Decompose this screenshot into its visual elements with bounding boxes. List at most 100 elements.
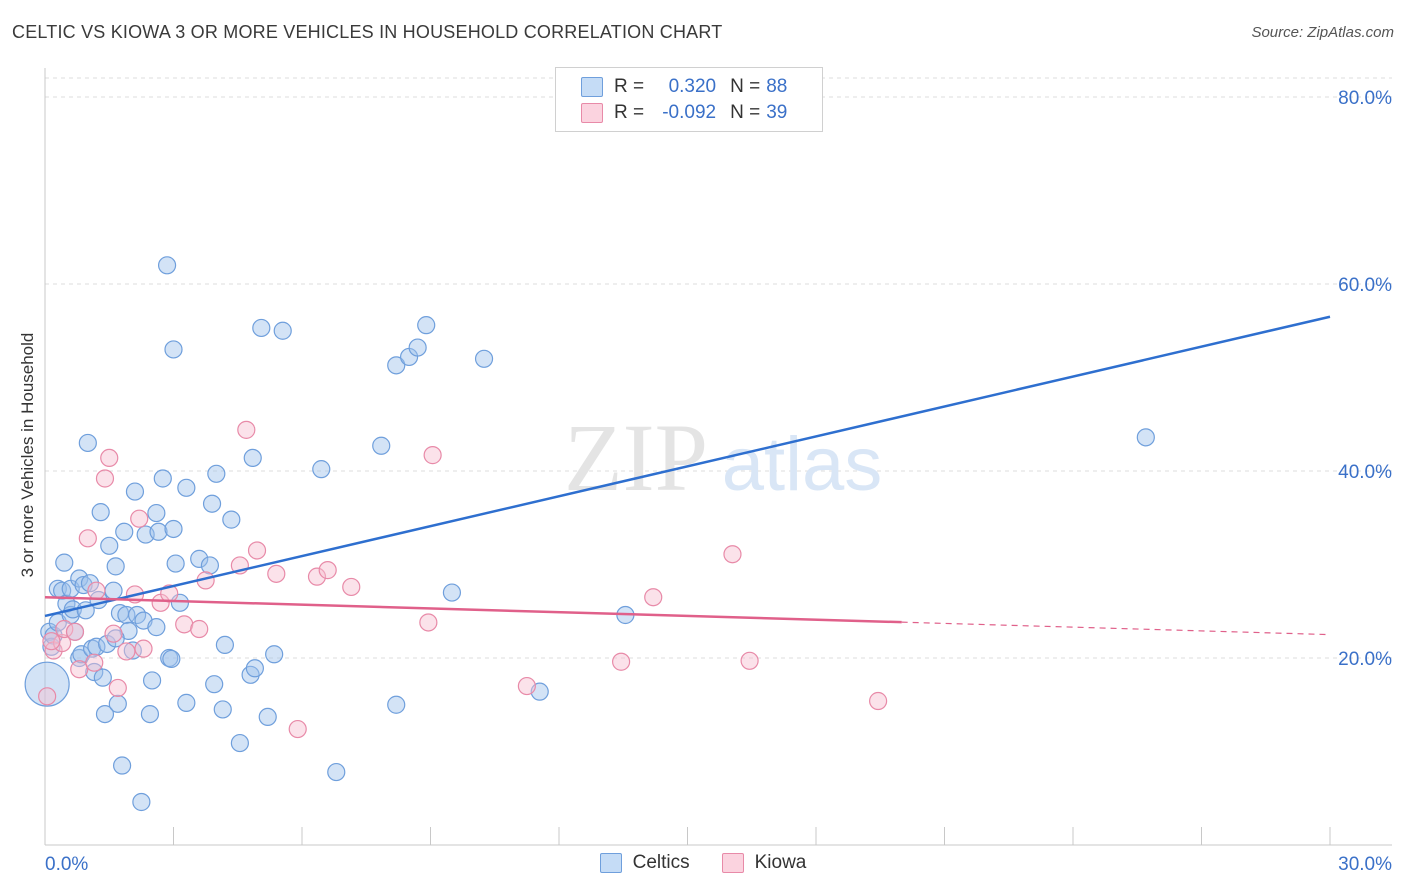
x-tick-label-right: 30.0% xyxy=(1338,854,1392,875)
celtics-point xyxy=(252,318,271,338)
celtics-point xyxy=(243,448,262,468)
stats-row-celtics: R = 0.320 N = 88 xyxy=(581,76,787,98)
chart-title: CELTIC VS KIOWA 3 OR MORE VEHICLES IN HO… xyxy=(12,22,723,42)
celtics-point xyxy=(87,637,106,656)
correlation-stats-box: R = 0.320 N = 88 R = -0.092 N = 39 xyxy=(555,67,823,132)
celtics-point xyxy=(78,433,97,453)
kiowa-trend-line xyxy=(44,595,902,624)
kiowa-point xyxy=(723,545,742,564)
kiowa-trend-line-extension xyxy=(901,621,1331,636)
kiowa-point xyxy=(117,642,136,661)
celtics-point xyxy=(200,556,220,575)
celtics-point xyxy=(222,510,241,529)
watermark-zip: ZIP xyxy=(564,404,708,511)
kiowa-point xyxy=(130,509,149,528)
x-tick-label-left: 0.0% xyxy=(45,854,88,875)
celtics-point xyxy=(177,478,196,497)
kiowa-point xyxy=(419,613,438,632)
celtics-point xyxy=(157,256,177,275)
kiowa-point xyxy=(307,567,327,586)
celtics-point xyxy=(95,704,115,724)
kiowa-point xyxy=(134,639,153,658)
kiowa-point xyxy=(288,719,307,739)
celtics-legend-swatch xyxy=(599,853,622,873)
celtics-swatch xyxy=(581,77,603,97)
kiowa-point xyxy=(38,687,57,706)
kiowa-point xyxy=(318,561,337,580)
kiowa-point xyxy=(55,619,74,639)
kiowa-legend-swatch xyxy=(721,853,744,873)
celtics-trend-line xyxy=(44,315,1331,618)
celtics-point xyxy=(106,557,125,576)
celtics-point xyxy=(207,464,226,483)
celtics-point xyxy=(112,756,132,775)
celtics-point xyxy=(312,460,331,479)
y-tick-label: 80.0% xyxy=(1338,88,1392,109)
r-value: 0.320 xyxy=(668,76,717,97)
n-value: 39 xyxy=(766,102,788,123)
celtics-point xyxy=(230,733,249,753)
celtics-point xyxy=(327,762,346,782)
celtics-point xyxy=(215,635,234,655)
kiowa-point xyxy=(100,448,119,468)
celtics-point xyxy=(1136,428,1155,447)
legend-item-kiowa[interactable]: Kiowa xyxy=(721,852,807,874)
celtics-point xyxy=(106,629,125,648)
r-label: R = xyxy=(614,76,645,97)
celtics-point xyxy=(205,675,224,694)
source-label: Source: ZipAtlas.com xyxy=(1251,24,1394,41)
kiowa-point xyxy=(87,581,106,600)
celtics-point xyxy=(387,695,406,714)
celtics-point xyxy=(142,671,162,690)
celtics-point xyxy=(108,694,127,713)
y-tick-label: 20.0% xyxy=(1338,649,1392,670)
kiowa-point xyxy=(869,691,888,711)
kiowa-point xyxy=(237,420,256,439)
celtics-point xyxy=(55,553,74,572)
kiowa-point xyxy=(644,588,663,607)
kiowa-point xyxy=(423,446,442,465)
celtics-point xyxy=(132,792,151,812)
kiowa-point xyxy=(42,632,61,651)
kiowa-point xyxy=(267,564,286,583)
kiowa-point xyxy=(175,615,194,634)
legend-item-celtics[interactable]: Celtics xyxy=(599,852,690,874)
legend-label-celtics: Celtics xyxy=(632,852,690,873)
celtics-point xyxy=(162,649,181,669)
n-value: 88 xyxy=(766,76,788,97)
celtics-point xyxy=(417,316,436,335)
trend-lines xyxy=(44,315,1331,636)
y-tick-label: 60.0% xyxy=(1338,275,1392,296)
kiowa-point xyxy=(78,529,97,548)
celtics-point xyxy=(273,321,292,340)
axes xyxy=(44,68,1392,846)
celtics-point xyxy=(245,659,264,678)
r-label: R = xyxy=(614,102,645,123)
data-points xyxy=(24,256,1155,812)
kiowa-point xyxy=(85,653,104,672)
celtics-point xyxy=(265,645,284,664)
kiowa-point xyxy=(65,622,85,641)
celtics-point xyxy=(164,340,183,359)
kiowa-swatch xyxy=(581,103,603,123)
celtics-point xyxy=(258,707,277,727)
kiowa-point xyxy=(70,660,89,679)
celtics-point xyxy=(91,503,110,522)
tick-labels: 20.0% 40.0% 60.0% 80.0% 0.0% 30.0% xyxy=(45,88,1392,875)
n-label: N = xyxy=(730,76,761,97)
celtics-point xyxy=(80,574,100,593)
celtics-point xyxy=(474,349,494,368)
kiowa-point xyxy=(190,619,209,639)
n-label: N = xyxy=(730,102,761,123)
stats-row-kiowa: R = -0.092 N = 39 xyxy=(581,102,787,124)
celtics-point xyxy=(372,436,391,455)
celtics-point xyxy=(153,469,172,488)
celtics-point xyxy=(149,522,168,541)
celtics-point xyxy=(140,704,160,724)
legend-label-kiowa: Kiowa xyxy=(754,852,807,873)
celtics-point xyxy=(190,549,209,568)
kiowa-point xyxy=(104,624,123,643)
celtics-point xyxy=(177,693,196,712)
celtics-point xyxy=(164,519,183,539)
